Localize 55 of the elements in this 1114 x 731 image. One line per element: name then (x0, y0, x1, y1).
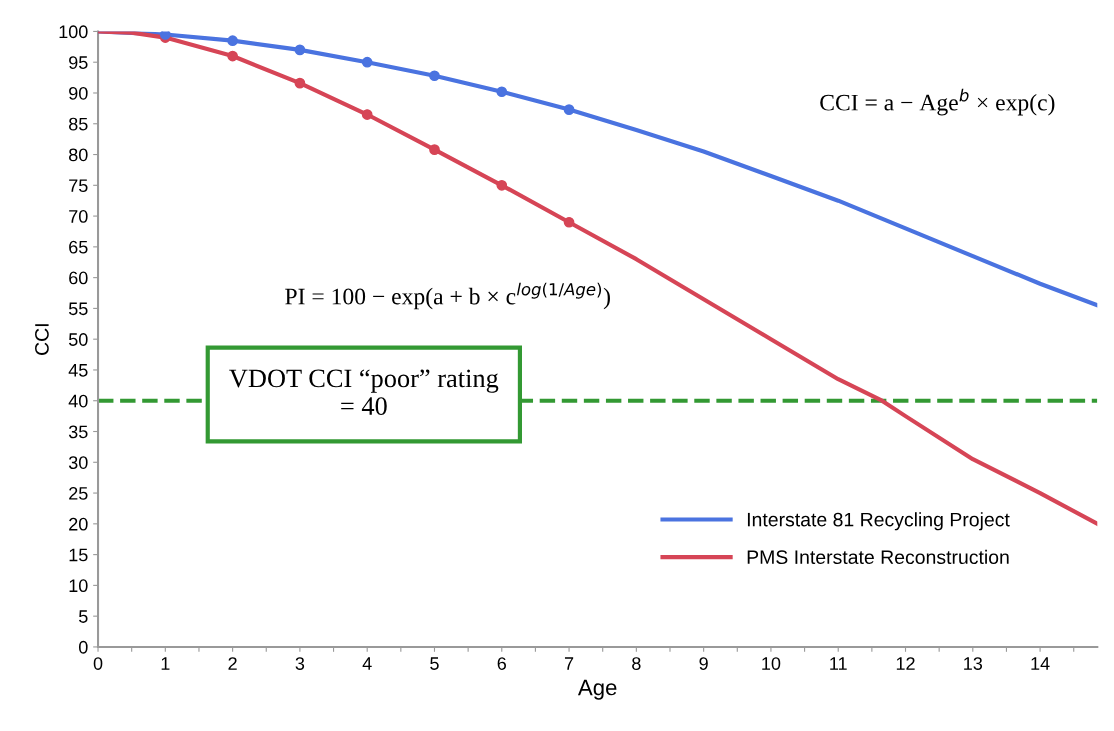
y-tick-label: 95 (69, 56, 88, 69)
point (294, 44, 306, 56)
point (361, 56, 373, 68)
point (361, 109, 373, 120)
point (429, 70, 440, 82)
y-tick-label: 0 (78, 640, 88, 654)
y-tick-label: 5 (78, 610, 88, 623)
y-tick-label: 15 (69, 548, 88, 562)
point (563, 104, 575, 115)
y-tick-label: 75 (69, 179, 88, 193)
x-tick-label: 6 (497, 657, 506, 670)
point (496, 179, 508, 191)
y-tick-label: 50 (68, 333, 88, 346)
y-tick-label: 10 (69, 579, 88, 593)
point (294, 77, 306, 89)
x-tick-label: 1 (161, 657, 170, 670)
y-tick-label: 25 (69, 486, 88, 500)
x-tick-label: 13 (964, 657, 983, 670)
x-tick-label: 12 (896, 657, 915, 670)
x-axis-title: Age (577, 679, 617, 700)
x-tick-label: 9 (699, 657, 708, 670)
y-tick-label: 30 (68, 456, 88, 469)
y-axis-title: CCI (35, 324, 49, 355)
point (496, 86, 508, 98)
y-tick-label: 40 (68, 394, 88, 408)
y-tick-label: 35 (68, 425, 88, 439)
point (227, 35, 238, 47)
legend-label: PMS Interstate Reconstruction (747, 549, 1009, 565)
ref-line-label: VDOT CCI “poor” rating = 40 (229, 369, 499, 415)
annotation: CCI = a − Age$^{b}$ × exp(c) (820, 88, 1055, 116)
x-tick-label: 11 (830, 657, 847, 670)
x-tick-label: 0 (93, 657, 103, 670)
y-tick-label: 70 (69, 210, 88, 223)
x-tick-label: 8 (632, 657, 641, 670)
y-tick-label: 20 (69, 517, 88, 531)
y-tick-label: 60 (69, 271, 88, 285)
x-tick-label: 10 (762, 657, 781, 670)
legend-label: Interstate 81 Recycling Project (747, 512, 1010, 531)
y-tick-label: 65 (69, 240, 88, 254)
y-tick-label: 100 (59, 25, 88, 39)
point (563, 216, 575, 228)
x-tick-label: 2 (228, 657, 237, 670)
y-tick-label: 45 (68, 364, 88, 377)
y-tick-label: 55 (68, 302, 88, 316)
x-tick-label: 7 (564, 657, 574, 670)
x-tick-label: 14 (1031, 657, 1050, 670)
x-tick-label: 4 (362, 657, 372, 670)
y-tick-label: 80 (69, 148, 88, 162)
annotation: PI = 100 − exp(a + b × c$^{log(1/Age)}$) (285, 282, 610, 310)
x-tick-label: 5 (430, 657, 439, 670)
point (227, 50, 238, 62)
y-tick-label: 85 (69, 117, 88, 131)
y-tick-label: 90 (69, 86, 88, 100)
x-tick-label: 3 (295, 657, 305, 670)
point (429, 144, 440, 155)
